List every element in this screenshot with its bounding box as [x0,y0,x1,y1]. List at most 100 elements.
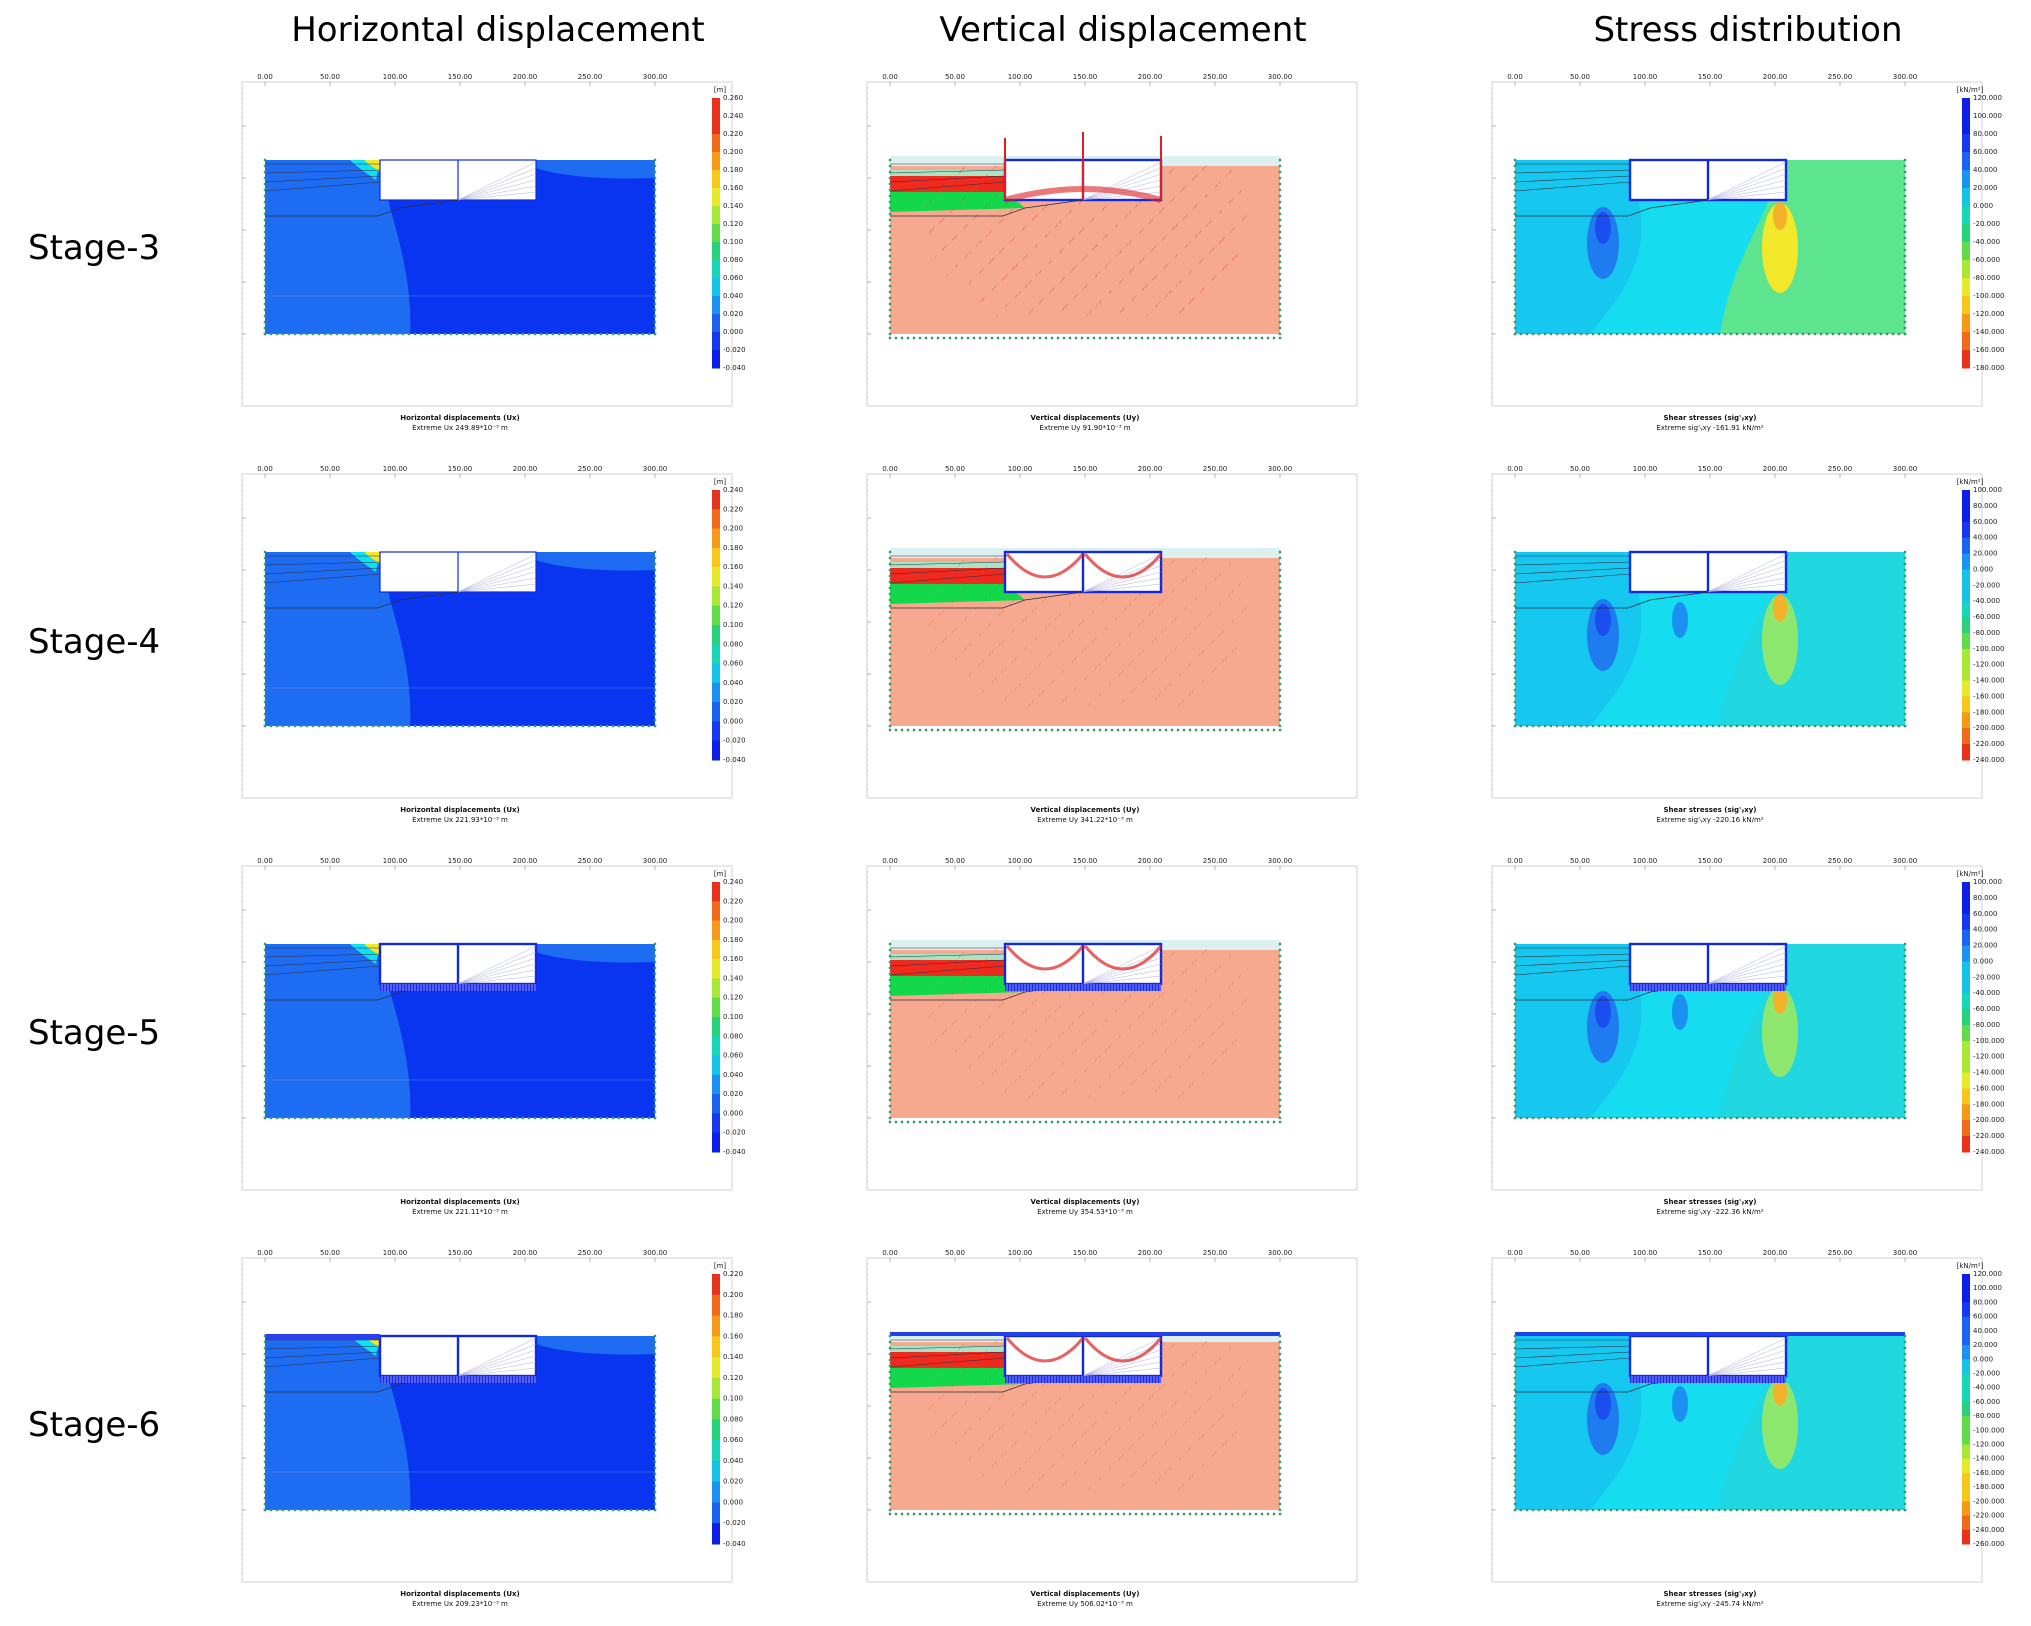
x-tick-label: 250.00 [1828,857,1853,865]
contour-band [536,1336,655,1355]
x-tick-label: 50.00 [320,73,340,81]
soil-boundary [265,591,459,609]
base-slab [1630,1376,1786,1383]
x-tick-label: 0.00 [1507,465,1523,473]
legend-value: -100.000 [1973,292,2004,300]
x-tick-label: 200.00 [513,73,538,81]
x-tick-label: 200.00 [1138,857,1163,865]
legend-value: -220.000 [1973,1132,2004,1140]
x-tick-label: 250.00 [578,1249,603,1257]
legend-swatch [712,278,720,297]
legend-value: -240.000 [1973,1148,2004,1156]
x-tick-label: 100.00 [1008,1249,1033,1257]
legend-swatch [712,1502,720,1524]
displacement-plot [888,548,1282,732]
legend-swatch [712,605,720,626]
legend-value: 0.000 [723,1109,743,1117]
legend-value: 0.000 [1973,1355,1993,1363]
x-tick-label: 300.00 [1268,73,1293,81]
heave-arc [1083,1337,1163,1363]
x-tick-label: 300.00 [1893,857,1918,865]
stress-lobe [1595,1388,1611,1420]
legend-swatch [1962,1472,1970,1488]
legend-swatch [1962,993,1970,1010]
legend-value: -40.000 [1973,597,2000,605]
legend-swatch [1962,712,1970,729]
stress-lobe [1762,987,1798,1077]
legend-value: -20.000 [1973,973,2000,981]
legend-swatch [1962,1288,1970,1303]
legend-swatch [712,1336,720,1358]
x-tick-label: 150.00 [1698,73,1723,81]
legend-value: -100.000 [1973,1037,2004,1045]
panel-stress-stage-4: 0.00 50.00 100.00 150.00 200.00 250.00 300.00 1… [1490,460,2031,830]
panel-caption: Horizontal displacements (Ux) [400,1590,519,1598]
panel-caption: Horizontal displacements (Ux) [400,806,519,814]
legend-value: 0.220 [723,505,743,513]
legend-swatch [712,1113,720,1134]
stress-band [1720,552,1905,726]
legend-value: -180.000 [1973,364,2004,372]
heave-arc [1005,1337,1085,1363]
legend-value: 80.000 [1973,1298,1998,1306]
legend-swatch [1962,1330,1970,1346]
legend-value: 0.080 [723,1415,743,1423]
legend-value: 0.020 [723,310,743,318]
legend-swatch [1962,569,1970,586]
panel-extreme: Extreme sig'ᵧxy -222.36 kN/m² [1656,1208,1763,1216]
legend-value: 0.100 [723,238,743,246]
panel-extreme: Extreme Uy 506.02*10⁻³ m [1037,1600,1133,1608]
legend-value: 20.000 [1973,942,1998,950]
legend-swatch [712,1017,720,1037]
legend-swatch [712,224,720,243]
x-tick-label: 150.00 [1073,1249,1098,1257]
clay-layer [890,1352,1005,1368]
legend-swatch [1962,728,1970,745]
x-tick-label: 300.00 [643,1249,668,1257]
legend-value: -140.000 [1973,1069,2004,1077]
legend-swatch [1962,882,1970,899]
contour-band [265,160,411,334]
legend-value: 0.080 [723,1032,743,1040]
panel-svg: 0.0050.00100.00150.00200.00250.00300.001… [241,857,746,1216]
legend-swatch [712,625,720,645]
x-tick-label: 100.00 [1633,465,1658,473]
legend-swatch [712,586,720,607]
panel-extreme: Extreme sig'ᵧxy -161.91 kN/m² [1656,424,1763,432]
legend-swatch [1962,977,1970,994]
panel-horizontal-stage-3: 0.0050.00100.00150.00200.00250.00300.001… [240,68,800,438]
x-tick-label: 300.00 [643,857,668,865]
legend-value: -120.000 [1973,1053,2004,1061]
base-slab [1005,1376,1161,1383]
legend-value: 0.000 [723,1498,743,1506]
soil-boundary [1515,199,1709,217]
x-tick-label: 150.00 [448,1249,473,1257]
x-tick-label: 250.00 [1203,1249,1228,1257]
panel-caption: Shear stresses (sig'ᵧxy) [1664,1590,1757,1598]
x-tick-label: 250.00 [1828,1249,1853,1257]
legend-unit: [kN/m²] [1957,478,1984,486]
legend-value: -60.000 [1973,256,2000,264]
contour-band [265,1336,411,1510]
legend-value: 0.060 [723,660,743,668]
x-tick-label: 0.00 [257,73,273,81]
panel-vertical-stage-6: 0.0050.00100.00150.00200.00250.00300.001… [865,1244,1425,1614]
legend-value: 60.000 [1973,148,1998,156]
legend-swatch [1962,1056,1970,1074]
legend-swatch [1962,553,1970,570]
legend-value: 0.120 [723,1374,743,1382]
fill-layer [890,954,1005,960]
stage-label-4: Stage-4 [28,622,161,662]
x-tick-label: 300.00 [643,465,668,473]
stress-lobe [1762,595,1798,685]
legend-value: 0.180 [723,166,743,174]
legend-swatch [712,1036,720,1057]
legend-value: 0.000 [723,328,743,336]
legend-value: 0.180 [723,936,743,944]
legend-value: 0.120 [723,602,743,610]
stress-lobe [1773,986,1787,1014]
panel-extreme: Extreme Ux 221.11*10⁻³ m [412,1208,508,1216]
legend-value: 0.080 [723,640,743,648]
panel-vertical-stage-5: 0.0050.00100.00150.00200.00250.00300.001… [865,852,1425,1222]
contour-plot [263,550,657,728]
